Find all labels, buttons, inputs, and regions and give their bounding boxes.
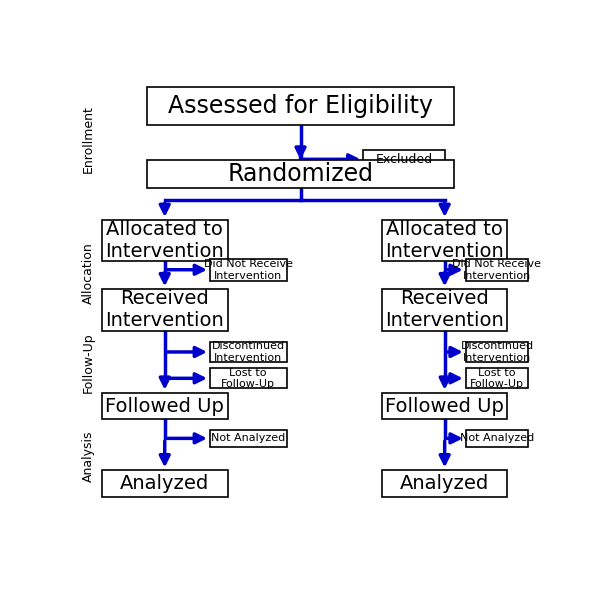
Text: Allocated to
Intervention: Allocated to Intervention <box>106 220 224 261</box>
Text: Received
Intervention: Received Intervention <box>385 289 504 331</box>
Text: Allocated to
Intervention: Allocated to Intervention <box>385 220 504 261</box>
FancyBboxPatch shape <box>382 470 508 497</box>
Text: Assessed for Eligibility: Assessed for Eligibility <box>168 94 433 118</box>
Text: Did Not Receive
Intervention: Did Not Receive Intervention <box>452 259 541 281</box>
Text: Lost to
Follow-Up: Lost to Follow-Up <box>221 368 275 389</box>
Text: Follow-Up: Follow-Up <box>82 333 95 394</box>
Text: Analyzed: Analyzed <box>120 474 209 493</box>
Text: Discontinued
Intervention: Discontinued Intervention <box>460 341 533 363</box>
FancyBboxPatch shape <box>147 87 454 125</box>
FancyBboxPatch shape <box>466 259 529 281</box>
Text: Excluded: Excluded <box>376 153 433 166</box>
FancyBboxPatch shape <box>382 220 508 262</box>
FancyBboxPatch shape <box>382 392 508 419</box>
FancyBboxPatch shape <box>102 220 227 262</box>
FancyBboxPatch shape <box>102 470 227 497</box>
Text: Analysis: Analysis <box>82 431 95 482</box>
Text: Did Not Receive
Intervention: Did Not Receive Intervention <box>204 259 293 281</box>
Text: Discontinued
Intervention: Discontinued Intervention <box>212 341 285 363</box>
FancyBboxPatch shape <box>102 289 227 331</box>
FancyBboxPatch shape <box>147 160 454 187</box>
Text: Followed Up: Followed Up <box>106 397 224 416</box>
Text: Not Analyzed: Not Analyzed <box>460 433 534 443</box>
Text: Randomized: Randomized <box>227 161 374 185</box>
Text: Enrollment: Enrollment <box>82 105 95 173</box>
Text: Analyzed: Analyzed <box>400 474 490 493</box>
Text: Not Analyzed: Not Analyzed <box>211 433 286 443</box>
FancyBboxPatch shape <box>364 149 445 169</box>
FancyBboxPatch shape <box>210 259 287 281</box>
FancyBboxPatch shape <box>102 392 227 419</box>
FancyBboxPatch shape <box>210 430 287 447</box>
FancyBboxPatch shape <box>466 342 529 362</box>
Text: Lost to
Follow-Up: Lost to Follow-Up <box>470 368 524 389</box>
FancyBboxPatch shape <box>210 368 287 388</box>
FancyBboxPatch shape <box>466 368 529 388</box>
Text: Received
Intervention: Received Intervention <box>106 289 224 331</box>
FancyBboxPatch shape <box>210 342 287 362</box>
Text: Followed Up: Followed Up <box>385 397 504 416</box>
FancyBboxPatch shape <box>382 289 508 331</box>
FancyBboxPatch shape <box>466 430 529 447</box>
Text: Allocation: Allocation <box>82 242 95 304</box>
